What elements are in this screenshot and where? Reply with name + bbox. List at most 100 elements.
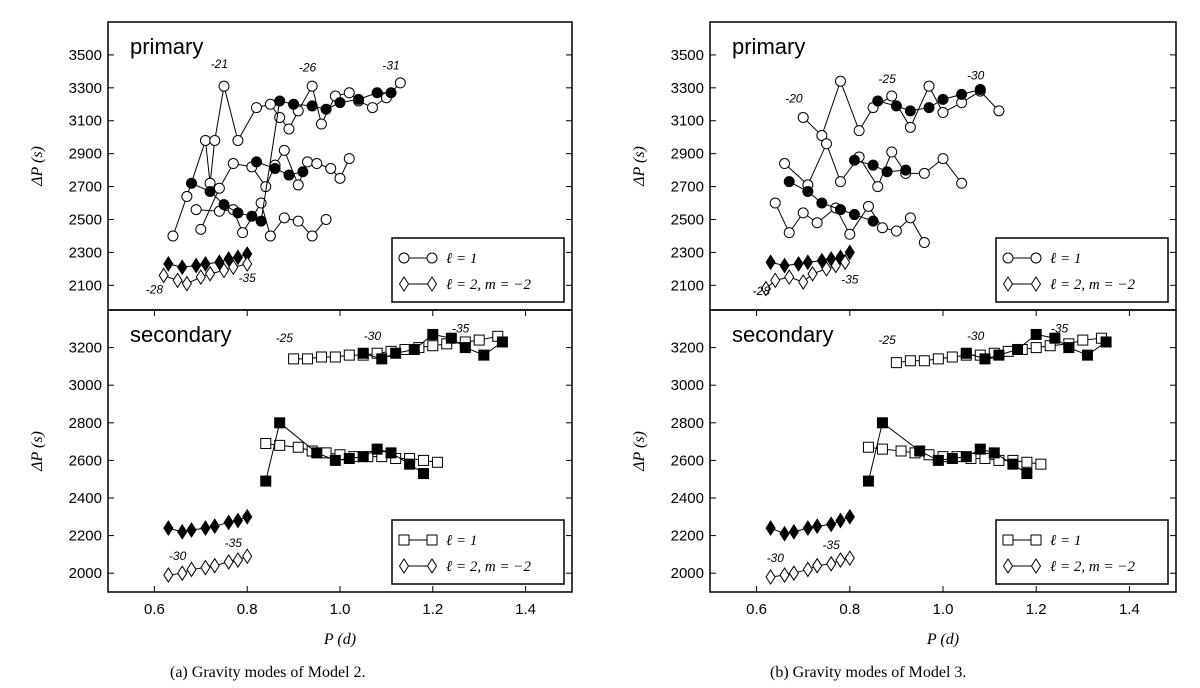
series	[163, 246, 253, 276]
annotation: -35	[822, 538, 840, 552]
y-tick-label: 3000	[69, 377, 102, 394]
data-point	[255, 215, 267, 227]
data-point	[163, 567, 174, 584]
data-point	[218, 262, 230, 279]
x-tick-label: 1.2	[422, 601, 443, 618]
legend-label: ℓ = 2, m = −2	[446, 559, 531, 575]
data-point	[427, 328, 439, 340]
data-point	[445, 332, 457, 344]
y-tick-label: 2400	[671, 490, 704, 507]
data-point	[993, 105, 1005, 117]
y-tick-label: 2400	[69, 490, 102, 507]
data-point	[158, 267, 169, 284]
data-point	[292, 179, 304, 191]
panel-title: primary	[130, 34, 203, 59]
data-point	[329, 454, 341, 466]
data-point	[237, 227, 249, 239]
data-point	[890, 225, 902, 237]
data-point	[979, 453, 991, 465]
data-point	[315, 118, 327, 130]
data-point	[979, 353, 991, 365]
legend-marker	[1002, 252, 1014, 264]
data-point	[807, 265, 818, 282]
legend-marker	[426, 276, 438, 292]
legend-box	[391, 519, 565, 585]
legend-marker	[398, 276, 410, 292]
annotation: -35	[452, 322, 470, 336]
legend-marker	[1030, 534, 1042, 546]
data-point	[343, 87, 355, 99]
x-axis-label: P (d)	[926, 631, 959, 648]
data-point	[163, 520, 174, 537]
series	[163, 508, 253, 540]
legend: ℓ = 1 ℓ = 2, m = −2	[391, 237, 565, 303]
data-point	[993, 349, 1005, 361]
legend-marker	[398, 558, 410, 574]
data-point	[186, 177, 198, 189]
data-point	[195, 223, 207, 235]
data-point	[802, 520, 813, 537]
legend-label: ℓ = 1	[446, 251, 477, 267]
data-point	[283, 123, 295, 135]
legend-box	[391, 237, 565, 303]
y-tick-label: 3500	[671, 47, 704, 64]
data-point	[394, 77, 406, 89]
caption-b: (b) Gravity modes of Model 3.	[770, 664, 967, 681]
data-point	[200, 520, 211, 537]
y-tick-label: 2700	[671, 179, 704, 196]
data-point	[821, 260, 832, 277]
data-point	[937, 107, 949, 119]
annotation: -20	[785, 92, 803, 106]
y-tick-label: 3300	[69, 80, 102, 97]
annotation: -30	[364, 329, 382, 343]
annotation: -21	[211, 57, 228, 71]
data-point	[1021, 456, 1033, 468]
data-point	[890, 100, 902, 112]
data-point	[223, 514, 234, 531]
legend: ℓ = 1 ℓ = 2, m = −2	[391, 519, 565, 585]
data-point	[765, 569, 776, 585]
legend-marker	[426, 534, 438, 546]
data-point	[209, 518, 220, 535]
data-point	[385, 87, 397, 99]
data-point	[923, 449, 935, 461]
y-tick-label: 2000	[671, 565, 704, 582]
data-point	[302, 353, 314, 365]
data-point	[886, 90, 898, 102]
data-point	[946, 351, 958, 363]
series	[769, 197, 930, 249]
data-point	[459, 342, 471, 354]
y-tick-label: 2500	[671, 211, 704, 228]
panel-b-primary: 2100 2300 2500 2700 2900 3100 3300 3500 primary Δ…	[631, 21, 1177, 311]
data-point	[872, 95, 884, 107]
annotation: -28	[753, 284, 771, 298]
data-point	[830, 257, 841, 274]
series	[760, 254, 851, 297]
y-tick-label: 2500	[69, 211, 102, 228]
data-point	[404, 458, 416, 470]
data-point	[788, 523, 799, 540]
data-point	[478, 349, 490, 361]
y-tick-label: 2200	[671, 528, 704, 545]
data-point	[427, 340, 439, 352]
legend-label: ℓ = 1	[446, 533, 477, 549]
data-point	[186, 522, 197, 538]
data-point	[826, 516, 837, 533]
data-point	[826, 555, 837, 572]
data-point	[306, 100, 318, 112]
data-point	[960, 347, 972, 359]
data-point	[779, 158, 791, 170]
data-point	[209, 557, 220, 574]
x-tick-label: 0.6	[144, 601, 165, 618]
y-tick-label: 2900	[671, 146, 704, 163]
legend-label: ℓ = 2, m = −2	[1050, 559, 1135, 575]
legend-marker	[1002, 558, 1014, 574]
y-axis-label: ΔP (s)	[29, 146, 46, 187]
legend: ℓ = 1 ℓ = 2, m = −2	[995, 519, 1169, 585]
data-point	[371, 87, 383, 99]
data-point	[227, 158, 239, 170]
data-point	[209, 134, 221, 146]
data-point	[769, 197, 781, 209]
data-point	[1030, 342, 1042, 354]
data-point	[946, 453, 958, 465]
